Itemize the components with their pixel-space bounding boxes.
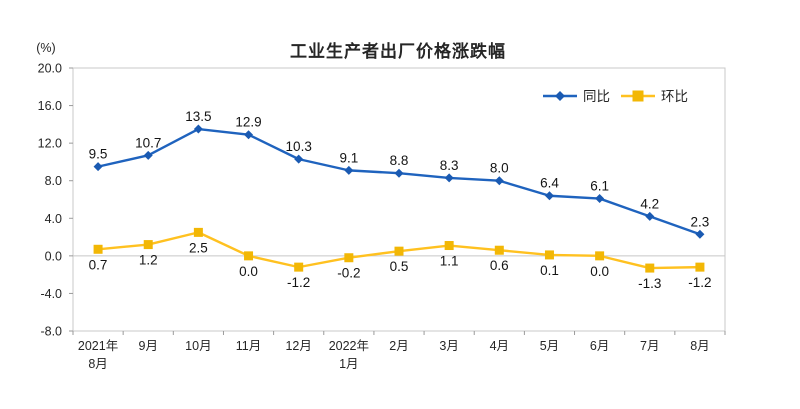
x-category-label: 10月 <box>185 339 211 353</box>
plot-area: 20.0 16.0 12.0 8.0 4.0 0.0 -4.0 -8.0 2021年 8月 9月 10… <box>38 62 726 371</box>
series-value-label: -1.2 <box>688 275 711 290</box>
series-value-label: 9.1 <box>339 150 358 165</box>
series-point-marker <box>294 154 304 164</box>
series-point-marker <box>695 229 705 239</box>
series-point-marker <box>244 251 254 261</box>
legend-label: 环比 <box>661 89 688 104</box>
series-value-label: -1.3 <box>638 276 661 291</box>
plot-border <box>72 67 726 332</box>
series-point-marker <box>494 176 504 186</box>
series-value-label: 10.3 <box>286 139 312 154</box>
series-value-label: 1.1 <box>440 254 459 269</box>
series-value-label: -1.2 <box>287 275 310 290</box>
x-category-label: 2022年 <box>329 339 369 353</box>
chart-legend: 同比 环比 <box>543 89 688 104</box>
series-value-label: 9.5 <box>89 147 108 162</box>
y-axis-tick-label: -8.0 <box>40 325 62 339</box>
legend-swatch-marker <box>632 90 644 102</box>
x-category-label: 4月 <box>490 339 509 353</box>
x-category-label: 8月 <box>690 339 709 353</box>
y-axis-tick-label: 4.0 <box>45 212 62 226</box>
series-point-marker <box>444 173 454 183</box>
series-value-label: 0.0 <box>590 264 609 279</box>
series-point-marker <box>645 211 655 221</box>
y-axis-tick-label: 20.0 <box>38 62 62 76</box>
x-category-label: 1月 <box>339 357 358 371</box>
series-point-marker <box>143 240 153 250</box>
y-axis-unit-label: (%) <box>36 41 55 55</box>
y-axis-tick-label: -4.0 <box>40 287 62 301</box>
series-point-marker <box>394 168 404 178</box>
series-point-marker <box>595 194 605 204</box>
series-point-marker <box>193 227 203 237</box>
series-point-marker <box>394 246 404 256</box>
y-axis-tick-label: 16.0 <box>38 99 62 113</box>
x-category-label: 3月 <box>439 339 458 353</box>
series-value-label: 0.0 <box>239 264 258 279</box>
series-value-label: 8.0 <box>490 161 509 176</box>
y-axis-tick-label: 12.0 <box>38 137 62 151</box>
chart-title: 工业生产者出厂价格涨跌幅 <box>290 41 506 61</box>
series-value-label: 13.5 <box>185 109 211 124</box>
series-value-label: 2.3 <box>691 214 710 229</box>
series-value-label: 6.1 <box>590 179 609 194</box>
series-value-label: 8.3 <box>440 158 459 173</box>
series-point-marker <box>444 241 454 251</box>
series-value-label: 4.2 <box>640 196 659 211</box>
series-value-label: -0.2 <box>337 266 360 281</box>
series-value-label: 0.6 <box>490 258 509 273</box>
x-category-label: 9月 <box>139 339 158 353</box>
series-value-label: 0.7 <box>89 257 108 272</box>
series-point-marker <box>294 262 304 272</box>
series-value-label: 0.1 <box>540 263 559 278</box>
series-point-marker <box>193 124 203 134</box>
series-value-label: 6.4 <box>540 176 559 191</box>
series-value-label: 2.5 <box>189 240 208 255</box>
y-axis-tick-label: 8.0 <box>45 174 62 188</box>
x-category-label: 7月 <box>640 339 659 353</box>
x-category-label: 5月 <box>540 339 559 353</box>
series-point-marker <box>93 162 103 172</box>
series-value-label: 8.8 <box>390 153 409 168</box>
series-point-marker <box>494 245 504 255</box>
series-point-marker <box>244 130 254 140</box>
series-point-marker <box>344 165 354 175</box>
series-point-marker <box>695 262 705 272</box>
series-value-label: 1.2 <box>139 253 158 268</box>
x-category-label: 2月 <box>389 339 408 353</box>
series-point-marker <box>143 150 153 160</box>
x-category-label: 12月 <box>285 339 311 353</box>
x-category-label: 6月 <box>590 339 609 353</box>
x-category-label: 8月 <box>88 357 107 371</box>
series-point-marker <box>93 244 103 254</box>
x-category-label: 2021年 <box>78 339 118 353</box>
series-point-marker <box>595 251 605 261</box>
series-value-label: 12.9 <box>235 115 261 130</box>
series-point-marker <box>645 263 655 273</box>
series-value-label: 0.5 <box>390 259 409 274</box>
legend-swatch-marker <box>555 91 565 101</box>
series-point-marker <box>344 253 354 263</box>
y-axis-tick-label: 0.0 <box>45 249 62 263</box>
series-line <box>96 127 702 236</box>
series-point-marker <box>544 191 554 201</box>
series-point-marker <box>544 250 554 260</box>
legend-label: 同比 <box>583 89 610 104</box>
x-category-label: 11月 <box>236 339 261 353</box>
series-value-label: 10.7 <box>135 135 161 150</box>
